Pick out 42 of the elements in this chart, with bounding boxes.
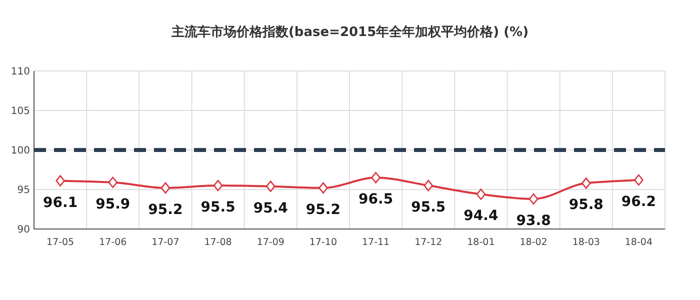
point bbox=[213, 180, 223, 192]
point bbox=[476, 188, 486, 200]
x-tick-label: 17-10 bbox=[309, 237, 338, 248]
x-tick-label: 18-03 bbox=[572, 237, 600, 248]
x-tick-label: 17-05 bbox=[46, 237, 74, 248]
data-label: 96.2 bbox=[621, 194, 656, 210]
data-label: 96.5 bbox=[358, 192, 394, 208]
y-tick-label: 95 bbox=[17, 185, 30, 196]
x-tick-label: 17-08 bbox=[204, 237, 232, 248]
point bbox=[56, 175, 65, 186]
data-label: 95.8 bbox=[568, 197, 604, 214]
y-tick-label: 90 bbox=[17, 224, 30, 236]
point bbox=[371, 172, 380, 184]
data-label: 95.5 bbox=[200, 200, 236, 216]
point bbox=[108, 176, 118, 188]
x-tick-label: 17-06 bbox=[99, 237, 127, 248]
x-tick-label: 18-04 bbox=[624, 237, 653, 248]
data-label: 93.8 bbox=[516, 212, 551, 229]
data-label: 95.2 bbox=[148, 202, 183, 218]
point bbox=[160, 182, 170, 194]
y-tick-label: 110 bbox=[10, 66, 30, 78]
x-tick-label: 18-01 bbox=[467, 237, 495, 248]
data-label: 95.9 bbox=[96, 196, 130, 212]
y-tick-label: 100 bbox=[10, 146, 30, 156]
point bbox=[318, 182, 328, 194]
data-label: 96.1 bbox=[43, 194, 78, 211]
x-tick-label: 17-11 bbox=[362, 237, 390, 248]
data-label: 95.2 bbox=[306, 202, 340, 218]
point bbox=[266, 180, 276, 192]
x-tick-label: 17-07 bbox=[152, 237, 180, 248]
x-tick-label: 17-09 bbox=[256, 237, 284, 248]
chart-title: 主流车市场价格指数(base=2015年全年加权平均价格) (%) bbox=[170, 24, 529, 40]
y-tick-label: 105 bbox=[10, 106, 30, 117]
point bbox=[581, 178, 591, 189]
point bbox=[424, 180, 434, 192]
data-label: 95.5 bbox=[411, 200, 446, 216]
data-label: 94.4 bbox=[464, 208, 498, 224]
point bbox=[528, 193, 538, 205]
x-tick-label: 18-02 bbox=[520, 237, 548, 248]
point bbox=[634, 174, 644, 186]
data-label: 95.4 bbox=[253, 200, 288, 216]
x-tick-label: 17-12 bbox=[414, 237, 442, 248]
